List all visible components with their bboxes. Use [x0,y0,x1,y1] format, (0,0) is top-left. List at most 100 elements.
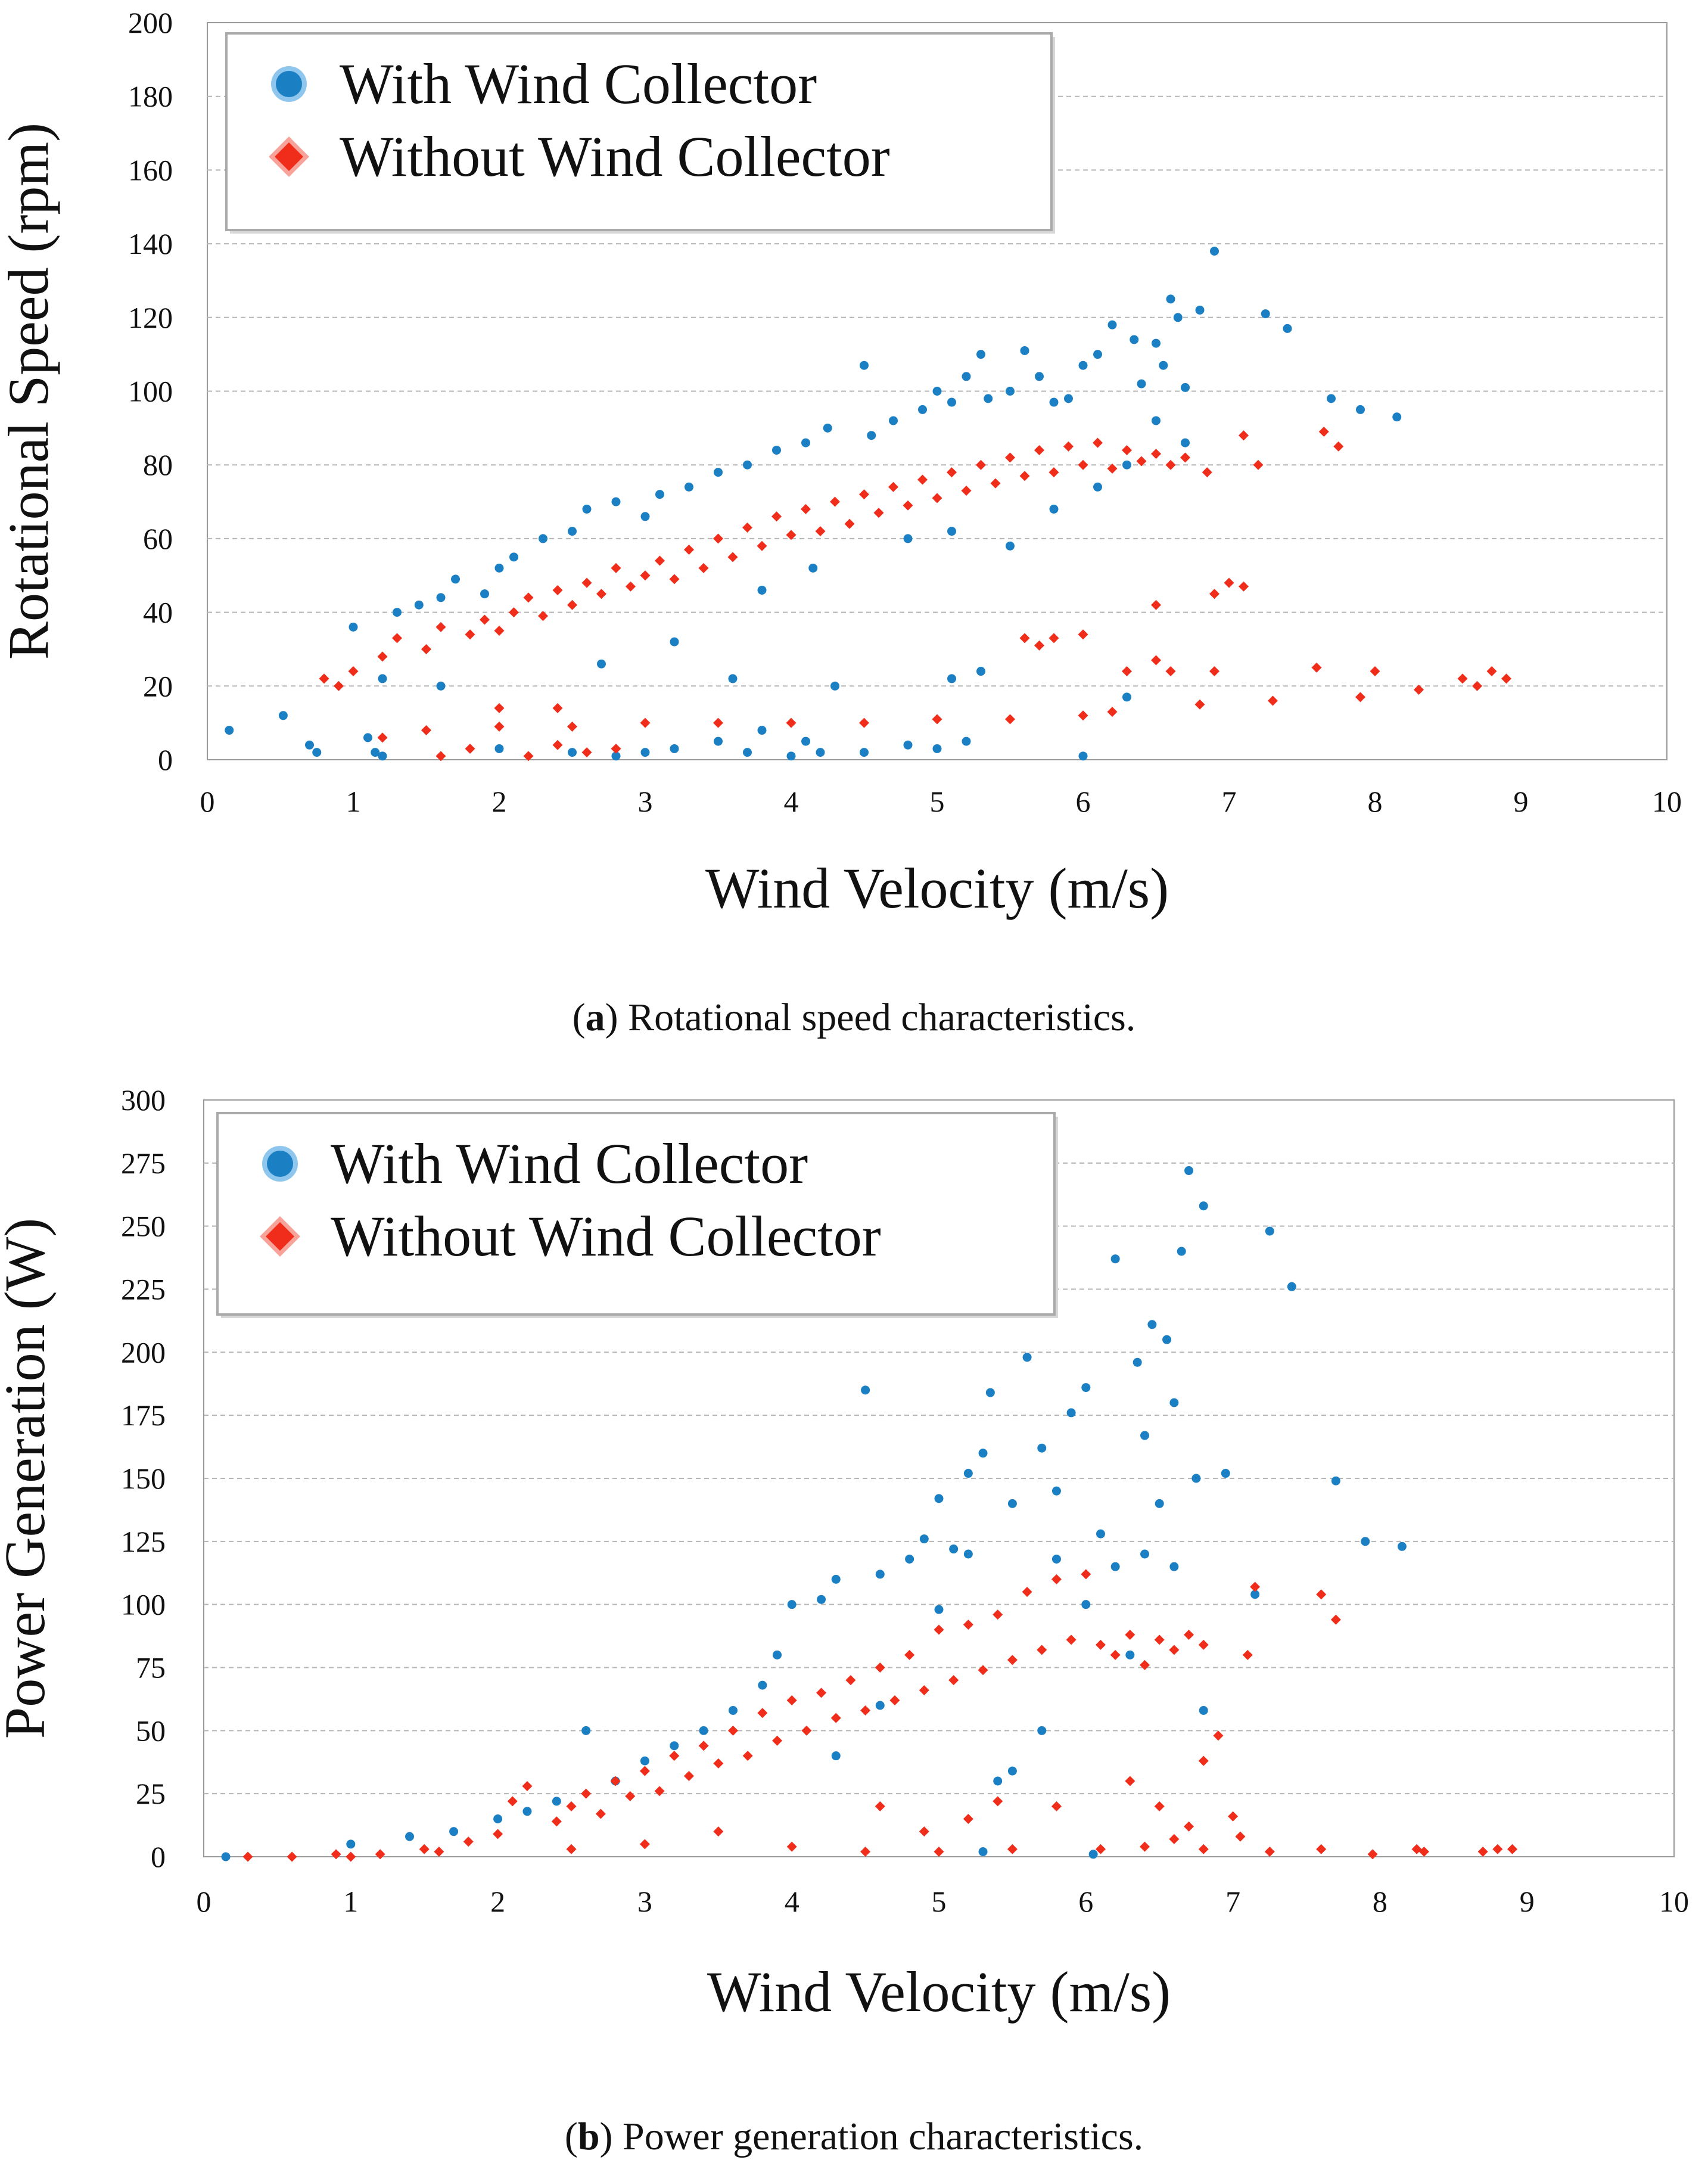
data-point [568,527,577,536]
data-point [1022,1587,1032,1597]
chart-panel-b: 0 25 50 75 100 125 150 175 200 225 250 275 300 0 1 2 3 4 5… [0,1067,1708,2166]
data-point [567,721,577,732]
y-axis-label: Rotational Speed (rpm) [0,123,60,660]
data-point [566,1844,577,1854]
data-point [1316,1844,1327,1854]
blue-circle-marker-icon [267,1151,293,1177]
data-point [1006,541,1015,551]
data-point [976,459,986,470]
data-point [1181,438,1190,448]
data-point [493,1814,503,1823]
data-point [772,445,781,455]
data-point [1110,1649,1121,1660]
data-point [1268,695,1278,706]
data-point [494,626,505,636]
data-point [1264,1847,1275,1857]
data-point [670,637,679,647]
data-point [1019,471,1030,481]
data-point [1093,350,1102,359]
data-point [405,1832,415,1841]
data-point [861,1385,870,1395]
data-point [1184,1821,1194,1832]
legend-label: Without Wind Collector [340,125,890,188]
data-point [1199,1201,1208,1211]
x-tick-label: 2 [490,1885,505,1918]
x-tick-label: 10 [1659,1885,1689,1918]
data-point [1035,372,1044,381]
data-point [595,1808,606,1819]
data-point [993,1609,1003,1620]
data-point [1210,246,1219,256]
data-point [934,1494,944,1503]
data-point [817,1595,826,1604]
data-point [1311,662,1322,673]
data-point [1049,504,1059,514]
x-tick-label: 0 [200,785,215,818]
data-point [903,534,913,543]
data-point [1154,1634,1165,1645]
data-point [371,748,380,757]
data-point [1034,640,1044,651]
data-point [859,717,869,728]
data-point [1078,751,1088,761]
data-point [985,1388,995,1397]
data-point [993,1776,1003,1786]
data-point [1202,467,1212,478]
data-point [743,748,752,757]
data-point [684,544,694,555]
data-point [581,747,592,758]
legend-label: With Wind Collector [340,52,817,116]
data-point [844,518,855,529]
data-point [786,1841,797,1852]
data-point [801,504,811,514]
data-point [480,614,490,625]
y-tick-label: 120 [128,301,173,334]
data-point [757,1708,768,1718]
data-point [830,496,840,507]
data-point [1501,673,1511,684]
data-point [1191,1474,1201,1483]
data-point [932,744,942,753]
data-point [1107,463,1118,474]
data-point [963,1549,973,1559]
data-point [421,725,431,736]
caption-b-letter: b [577,2115,600,2158]
y-axis-label: Power Generation (W) [0,1218,57,1739]
data-point [1333,441,1344,452]
y-tick-label: 0 [158,743,173,776]
data-point [1081,1600,1091,1609]
y-tick-label: 50 [136,1714,166,1747]
data-point [1051,1801,1062,1811]
data-point [990,478,1001,489]
data-point [1173,313,1183,322]
data-point [331,1849,341,1860]
data-point [463,1836,474,1847]
data-point [509,552,518,562]
data-point [493,1829,503,1839]
data-point [375,1849,385,1860]
data-point [1020,346,1029,355]
data-point [1093,437,1103,448]
data-point [1130,335,1139,344]
series-without-collector [319,427,1511,762]
data-point [1122,666,1132,677]
data-point [1151,655,1161,666]
data-point [771,511,782,522]
x-tick-label: 8 [1373,1885,1387,1918]
data-point [1049,633,1059,644]
data-point [334,680,344,691]
data-point [1093,482,1102,492]
data-point [947,527,956,536]
data-point [581,1726,591,1735]
data-point [683,1771,694,1782]
data-point [905,1554,914,1564]
data-point [480,589,489,599]
data-point [758,1680,767,1690]
data-point [305,740,314,750]
data-point [1250,1590,1260,1599]
y-tick-label: 20 [143,669,173,703]
data-point [1096,1529,1105,1539]
data-point [655,490,664,499]
data-point [1151,599,1161,610]
data-point [904,1649,915,1660]
